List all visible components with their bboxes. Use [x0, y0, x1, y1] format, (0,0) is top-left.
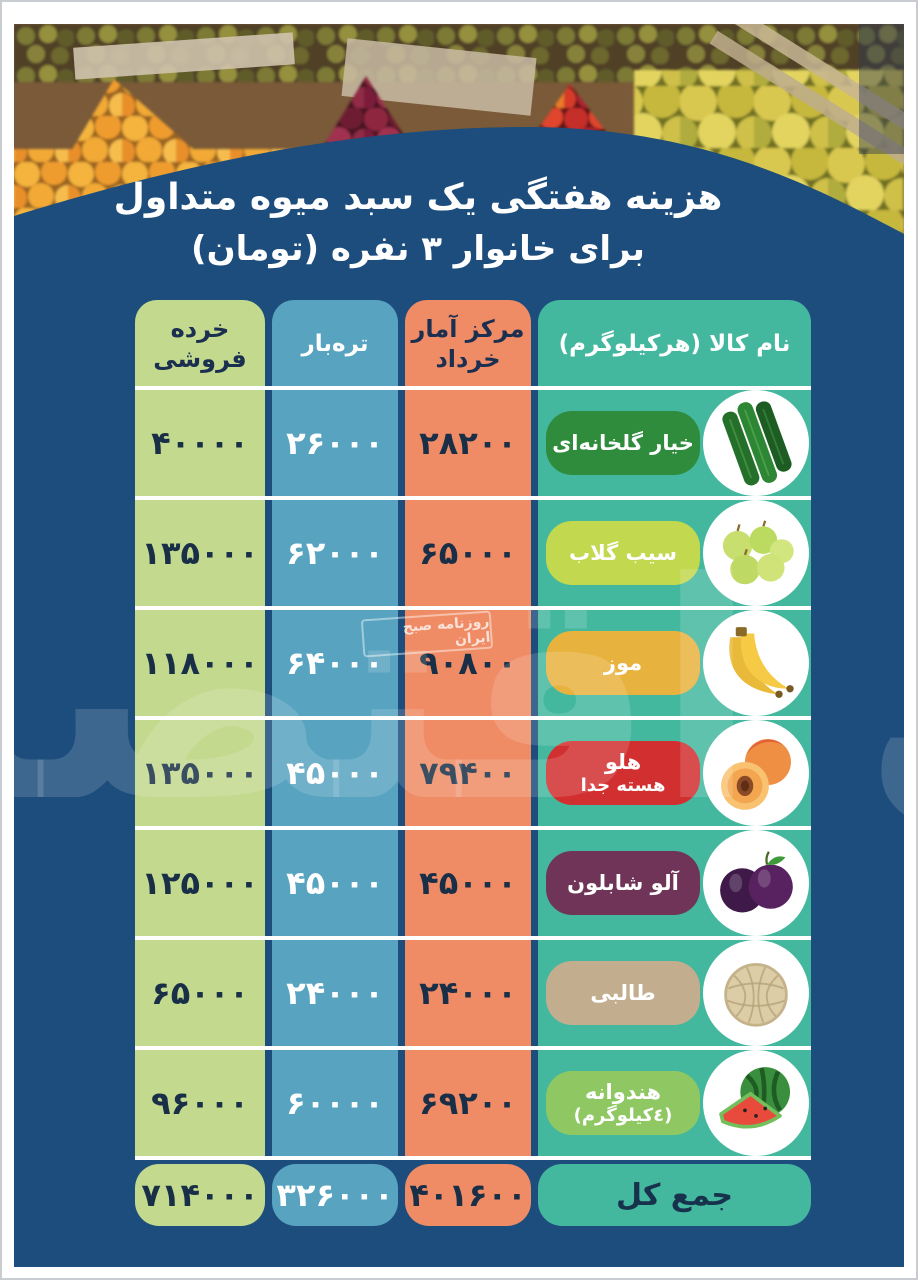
fruit-badge: سیب گلاب	[546, 521, 700, 585]
row-plum: آلو شابلون	[538, 828, 811, 938]
fruit-name: خیار گلخانه‌ای	[552, 431, 694, 455]
fruit-name: هندوانه	[584, 1080, 662, 1104]
row-separator	[135, 496, 811, 500]
stats-value: ۶۵۰۰۰	[419, 534, 517, 572]
fruit-badge: موز	[546, 631, 700, 695]
stats-value: ۲۸۲۰۰	[419, 424, 517, 462]
fruit-name: موز	[603, 651, 643, 675]
infographic-card: هزینه هفتگی یک سبد میوه متداول برای خانو…	[14, 24, 904, 1267]
column-name: نام کالا (هرکیلوگرم) خیار گلخانه‌ای	[538, 300, 811, 1226]
fruit-badge: طالبی	[546, 961, 700, 1025]
retail-value: ۱۱۸۰۰۰	[141, 644, 259, 682]
plum-icon	[720, 851, 793, 913]
header-retail: خرده فروشی	[153, 315, 247, 373]
wholesale-strip: تره‌بار ۲۶۰۰۰ ۶۲۰۰۰ ۶۴۰۰۰ ۴۵۰۰۰ ۴۵۰۰۰ ۲۴…	[272, 300, 398, 1158]
row-separator	[135, 1046, 811, 1050]
row-separator	[135, 826, 811, 830]
row-separator	[135, 716, 811, 720]
column-retail: خرده فروشی ۴۰۰۰۰ ۱۳۵۰۰۰ ۱۱۸۰۰۰ ۱۳۵۰۰۰ ۱۲…	[135, 300, 265, 1226]
fruit-badge: خیار گلخانه‌ای	[546, 411, 700, 475]
wholesale-value: ۴۵۰۰۰	[286, 864, 384, 902]
retail-value: ۱۳۵۰۰۰	[141, 534, 259, 572]
fruit-photo-circle	[703, 500, 809, 606]
title-line1: هزینه هفتگی یک سبد میوه متداول	[113, 177, 723, 218]
stats-value: ۹۰۸۰۰	[419, 644, 517, 682]
fruit-photo-circle	[703, 940, 809, 1046]
stats-value: ۴۵۰۰۰	[419, 864, 517, 902]
retail-value: ۶۵۰۰۰	[151, 974, 249, 1012]
fruit-name-sub: هسته جدا	[580, 775, 666, 796]
stats-value: ۶۹۲۰۰	[419, 1084, 517, 1122]
fruit-name: سیب گلاب	[568, 541, 678, 565]
wholesale-value: ۴۵۰۰۰	[286, 754, 384, 792]
wholesale-value: ۲۴۰۰۰	[286, 974, 384, 1012]
fruit-photo-circle	[703, 720, 809, 826]
row-separator	[135, 386, 811, 390]
green-apple-icon	[722, 520, 794, 585]
fruit-photo-circle	[703, 1050, 809, 1156]
fruit-photo-circle	[703, 390, 809, 496]
column-stats: مرکز آمار خرداد ۲۸۲۰۰ ۶۵۰۰۰ ۹۰۸۰۰ ۷۹۴۰۰ …	[405, 300, 531, 1226]
column-wholesale: تره‌بار ۲۶۰۰۰ ۶۲۰۰۰ ۶۴۰۰۰ ۴۵۰۰۰ ۴۵۰۰۰ ۲۴…	[272, 300, 398, 1226]
watermelon-icon	[719, 1067, 791, 1129]
row-cantaloupe: طالبی	[538, 938, 811, 1048]
fruit-photo-circle	[703, 610, 809, 716]
fruit-name: طالبی	[590, 981, 656, 1005]
fruit-name-sub: (٤کیلوگرم)	[573, 1105, 673, 1126]
price-table: خرده فروشی ۴۰۰۰۰ ۱۳۵۰۰۰ ۱۱۸۰۰۰ ۱۳۵۰۰۰ ۱۲…	[135, 300, 811, 1226]
wholesale-value: ۶۰۰۰۰	[286, 1084, 384, 1122]
row-banana: موز	[538, 608, 811, 718]
row-peach: هلو هسته جدا	[538, 718, 811, 828]
total-label: جمع کل	[538, 1164, 811, 1226]
fruit-photo-circle	[703, 830, 809, 936]
row-watermelon: هندوانه (٤کیلوگرم)	[538, 1048, 811, 1158]
fruit-name: آلو شابلون	[567, 871, 679, 895]
wholesale-value: ۶۴۰۰۰	[286, 644, 384, 682]
retail-value: ۹۶۰۰۰	[151, 1084, 249, 1122]
page-title: هزینه هفتگی یک سبد میوه متداول برای خانو…	[14, 172, 863, 274]
header-wholesale: تره‌بار	[301, 331, 369, 357]
banana-icon	[729, 627, 794, 698]
stats-value: ۲۴۰۰۰	[419, 974, 517, 1012]
row-separator	[135, 606, 811, 610]
header-name: نام کالا (هرکیلوگرم)	[558, 331, 791, 357]
fruit-badge: هندوانه (٤کیلوگرم)	[546, 1071, 700, 1135]
name-strip: نام کالا (هرکیلوگرم) خیار گلخانه‌ای	[538, 300, 811, 1158]
total-stats: ۴۰۱۶۰۰	[405, 1164, 531, 1226]
cucumber-icon	[722, 401, 792, 486]
fruit-badge: هلو هسته جدا	[546, 741, 700, 805]
fruit-name: هلو	[604, 750, 642, 774]
wholesale-value: ۲۶۰۰۰	[286, 424, 384, 462]
row-separator	[135, 1156, 811, 1160]
title-line2: برای خانوار ۳ نفره (تومان)	[191, 229, 645, 269]
fruit-badge: آلو شابلون	[546, 851, 700, 915]
stats-value: ۷۹۴۰۰	[419, 754, 517, 792]
retail-strip: خرده فروشی ۴۰۰۰۰ ۱۳۵۰۰۰ ۱۱۸۰۰۰ ۱۳۵۰۰۰ ۱۲…	[135, 300, 265, 1158]
stats-strip: مرکز آمار خرداد ۲۸۲۰۰ ۶۵۰۰۰ ۹۰۸۰۰ ۷۹۴۰۰ …	[405, 300, 531, 1158]
row-cucumber: خیار گلخانه‌ای	[538, 388, 811, 498]
header-stats: مرکز آمار خرداد	[411, 315, 525, 373]
wave-shape	[14, 126, 904, 269]
row-apple: سیب گلاب	[538, 498, 811, 608]
retail-value: ۴۰۰۰۰	[151, 424, 249, 462]
peach-icon	[721, 738, 791, 810]
retail-value: ۱۳۵۰۰۰	[141, 754, 259, 792]
cantaloupe-icon	[724, 963, 788, 1027]
total-retail: ۷۱۴۰۰۰	[135, 1164, 265, 1226]
total-wholesale: ۳۲۶۰۰۰	[272, 1164, 398, 1226]
retail-value: ۱۲۵۰۰۰	[141, 864, 259, 902]
wholesale-value: ۶۲۰۰۰	[286, 534, 384, 572]
row-separator	[135, 936, 811, 940]
